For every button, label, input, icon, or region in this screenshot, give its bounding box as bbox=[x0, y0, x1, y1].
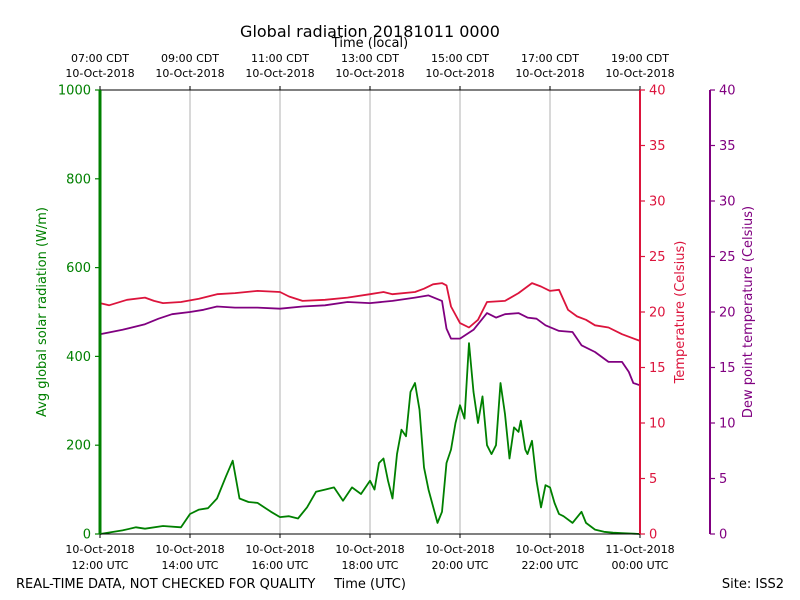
x-tick-label-utc: 20:00 UTC bbox=[431, 559, 488, 572]
x-tick-label-date: 10-Oct-2018 bbox=[425, 543, 494, 556]
temperature-tick-label: 0 bbox=[649, 528, 657, 543]
quality-notice: REAL-TIME DATA, NOT CHECKED FOR QUALITY bbox=[16, 577, 315, 592]
series-group bbox=[99, 282, 641, 535]
radiation-tick-label: 200 bbox=[66, 439, 91, 454]
top-tick-label-time: 15:00 CDT bbox=[431, 52, 489, 65]
x-tick-label-utc: 18:00 UTC bbox=[341, 559, 398, 572]
radiation-tick-label: 600 bbox=[66, 261, 91, 276]
top-tick-label-time: 07:00 CDT bbox=[71, 52, 129, 65]
dewpoint-tick-label: 0 bbox=[719, 528, 727, 543]
temperature-tick-label: 20 bbox=[649, 306, 666, 321]
gridlines bbox=[189, 90, 551, 534]
dewpoint-tick-label: 40 bbox=[719, 84, 736, 99]
radiation-tick-label: 400 bbox=[66, 350, 91, 365]
x-tick-label-date: 10-Oct-2018 bbox=[155, 543, 224, 556]
top-tick-label-date: 10-Oct-2018 bbox=[65, 67, 134, 80]
top-tick-label-time: 11:00 CDT bbox=[251, 52, 309, 65]
top-tick-label-date: 10-Oct-2018 bbox=[605, 67, 674, 80]
top-tick-label-date: 10-Oct-2018 bbox=[245, 67, 314, 80]
dewpoint-tick-label: 25 bbox=[719, 250, 736, 265]
temperature-tick-label: 35 bbox=[649, 139, 666, 154]
x-axis-title: Time (UTC) bbox=[333, 577, 406, 592]
dewpoint-tick-label: 35 bbox=[719, 139, 736, 154]
site-label: Site: ISS2 bbox=[722, 577, 784, 592]
temperature-tick-label: 10 bbox=[649, 417, 666, 432]
temperature-tick-label: 40 bbox=[649, 84, 666, 99]
dewpoint-tick-label: 30 bbox=[719, 195, 736, 210]
temperature-tick-label: 25 bbox=[649, 250, 666, 265]
x-tick-label-utc: 00:00 UTC bbox=[611, 559, 668, 572]
radiation-tick-label: 0 bbox=[83, 528, 91, 543]
top-tick-label-date: 10-Oct-2018 bbox=[515, 67, 584, 80]
radiation-axis-label: Avg global solar radiation (W/m) bbox=[35, 207, 50, 417]
dewpoint-tick-label: 20 bbox=[719, 306, 736, 321]
x-tick-label-date: 10-Oct-2018 bbox=[245, 543, 314, 556]
x-tick-label-utc: 14:00 UTC bbox=[161, 559, 218, 572]
top-tick-label-date: 10-Oct-2018 bbox=[155, 67, 224, 80]
x-tick-label-date: 11-Oct-2018 bbox=[605, 543, 674, 556]
dewpoint-tick-label: 5 bbox=[719, 472, 727, 487]
x-tick-label-utc: 16:00 UTC bbox=[251, 559, 308, 572]
top-tick-label-date: 10-Oct-2018 bbox=[425, 67, 494, 80]
top-tick-label-date: 10-Oct-2018 bbox=[335, 67, 404, 80]
dewpoint-tick-label: 15 bbox=[719, 361, 736, 376]
temperature-axis-label: Temperature (Celsius) bbox=[673, 241, 688, 385]
x-tick-label-date: 10-Oct-2018 bbox=[515, 543, 584, 556]
dewpoint-tick-label: 10 bbox=[719, 417, 736, 432]
radiation-tick-label: 800 bbox=[66, 172, 91, 187]
chart-title: Global radiation 20181011 0000 bbox=[240, 22, 500, 41]
x-tick-label-date: 10-Oct-2018 bbox=[335, 543, 404, 556]
dewpoint-series-line bbox=[99, 294, 641, 387]
temperature-tick-label: 15 bbox=[649, 361, 666, 376]
x-tick-label-utc: 22:00 UTC bbox=[521, 559, 578, 572]
radiation-series-line bbox=[99, 342, 641, 535]
temperature-tick-label: 30 bbox=[649, 195, 666, 210]
dewpoint-axis-label: Dew point temperature (Celsius) bbox=[741, 206, 756, 418]
axes-ticks: 10-Oct-2018 12:00 UTC 10-Oct-2018 14:00 UTC… bbox=[58, 52, 736, 572]
top-tick-label-time: 13:00 CDT bbox=[341, 52, 399, 65]
temperature-series-line bbox=[99, 282, 641, 342]
top-tick-label-time: 19:00 CDT bbox=[611, 52, 669, 65]
radiation-tick-label: 1000 bbox=[58, 84, 91, 99]
top-axis-title: Time (local) bbox=[331, 36, 408, 51]
top-tick-label-time: 17:00 CDT bbox=[521, 52, 579, 65]
x-tick-label-date: 10-Oct-2018 bbox=[65, 543, 134, 556]
x-tick-label-utc: 12:00 UTC bbox=[71, 559, 128, 572]
temperature-tick-label: 5 bbox=[649, 472, 657, 487]
top-tick-label-time: 09:00 CDT bbox=[161, 52, 219, 65]
